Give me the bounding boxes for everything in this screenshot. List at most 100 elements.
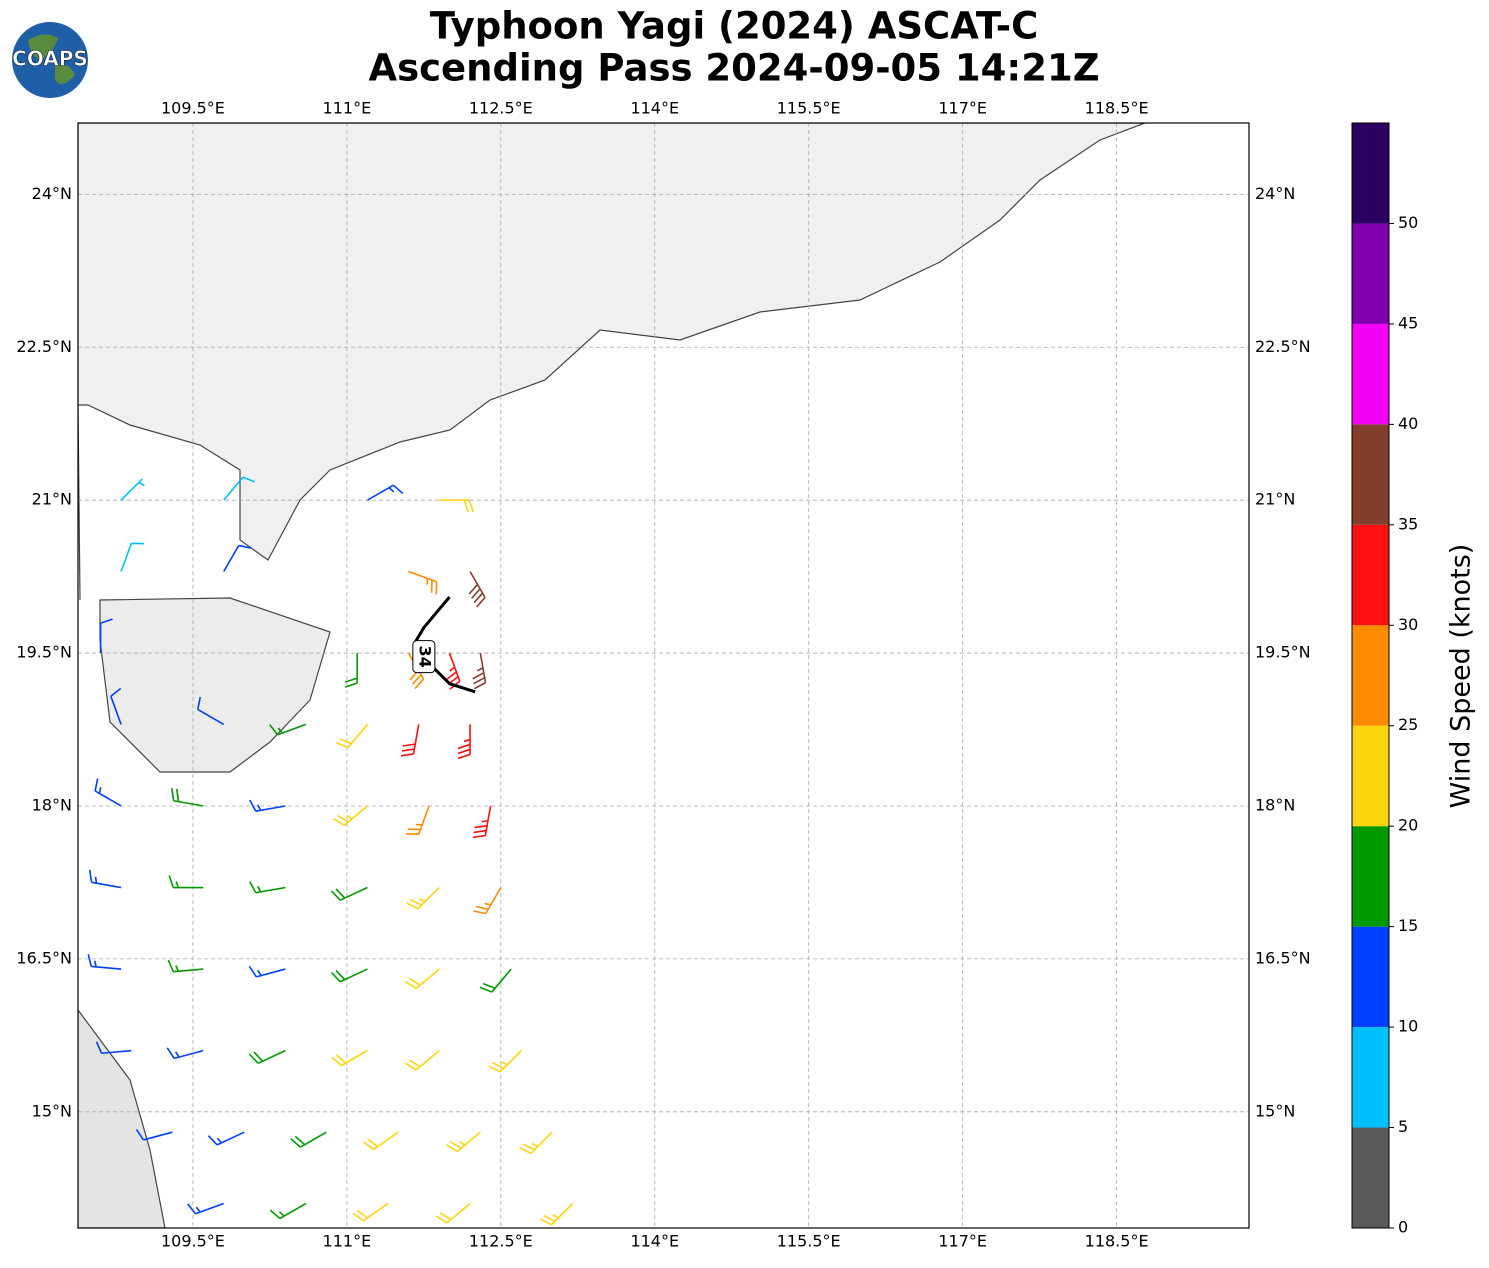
logo-land — [28, 34, 75, 84]
x-tick-label: 114°E — [630, 1232, 679, 1251]
wind-barb — [333, 805, 368, 826]
x-tick-label: 115.5°E — [777, 1232, 841, 1251]
colorbar-tick-label: 40 — [1398, 414, 1418, 433]
wind-barb — [248, 1049, 286, 1065]
colorbar-segment — [1352, 123, 1389, 224]
colorbar-segment — [1352, 1127, 1389, 1228]
wind-barb — [223, 476, 256, 501]
colorbar-segment — [1352, 424, 1389, 525]
colorbar-tick-label: 45 — [1398, 313, 1418, 332]
contour-label: 34 — [415, 646, 434, 668]
wind-barb — [435, 1202, 471, 1224]
logo-text: COAPS — [12, 47, 88, 71]
y-tick-label: 19.5°N — [16, 643, 72, 662]
colorbar-frame — [1351, 122, 1390, 1229]
wind-barb — [110, 687, 122, 725]
wind-barb — [362, 1131, 399, 1151]
x-tick-label: 114°E — [630, 99, 679, 118]
wind-barb — [406, 886, 440, 910]
x-tick-label: 111°E — [323, 1232, 372, 1251]
colorbar: 0 5 10 15 20 25 30 35 40 45 50 — [1351, 122, 1418, 1237]
wind-barb — [249, 799, 286, 812]
wind-barb — [405, 968, 440, 990]
contour-line — [412, 596, 451, 646]
wind-barb — [95, 1041, 132, 1055]
wind-barb — [135, 1128, 173, 1141]
wind-barb — [405, 1050, 440, 1071]
wind-barb — [367, 484, 404, 501]
wind-barb — [330, 886, 368, 901]
y-tick-label: 16.5°N — [1255, 948, 1311, 967]
x-tick-label: 109.5°E — [161, 1232, 225, 1251]
wind-barb — [120, 542, 145, 572]
wind-barb — [406, 805, 430, 835]
y-tick-label: 15°N — [32, 1101, 72, 1120]
wind-barb — [519, 1131, 553, 1155]
x-tick-label: 111°E — [323, 99, 372, 118]
colorbar-segment — [1352, 926, 1389, 1028]
wind-barb — [166, 1047, 204, 1060]
wind-barb — [330, 968, 368, 983]
x-tick-label: 118.5°E — [1085, 99, 1149, 118]
colorbar-segment — [1352, 625, 1389, 726]
colorbar-tick-label: 25 — [1398, 715, 1418, 734]
wind-barb — [248, 965, 286, 978]
colorbar-tick-label: 5 — [1398, 1117, 1408, 1136]
subtitle: Ascending Pass 2024-09-05 14:21Z — [368, 47, 1099, 90]
colorbar-tick-label: 35 — [1398, 514, 1418, 533]
y-tick-label: 24°N — [32, 184, 72, 203]
y-tick-label: 21°N — [32, 490, 72, 509]
wind-barb — [400, 724, 420, 757]
y-tick-label: 15°N — [1255, 1101, 1295, 1120]
wind-barb — [196, 696, 225, 726]
wind-barb — [87, 953, 122, 970]
x-tick-label: 112.5°E — [469, 99, 533, 118]
wind-barb — [479, 968, 512, 993]
wind-barb — [99, 618, 113, 654]
y-tick-label: 18°N — [1255, 795, 1295, 814]
wind-barb — [472, 805, 492, 839]
colorbar-segment — [1352, 223, 1389, 324]
wind-barb — [94, 778, 122, 807]
wind-barb — [344, 653, 358, 688]
y-tick-label: 16.5°N — [16, 948, 72, 967]
x-tick-label: 115.5°E — [777, 99, 841, 118]
colorbar-tick-label: 0 — [1398, 1218, 1408, 1237]
barbs — [87, 476, 574, 1226]
x-tick-label: 109.5°E — [161, 99, 225, 118]
wind-barb — [269, 723, 307, 736]
contour-line — [433, 667, 476, 694]
y-tick-label: 22.5°N — [16, 337, 72, 356]
x-tick-label: 117°E — [938, 99, 987, 118]
colorbar-tick-label: 20 — [1398, 816, 1418, 835]
y-tick-label: 18°N — [32, 795, 72, 814]
wind-barb — [468, 571, 486, 608]
wind-barb — [167, 959, 204, 973]
wind-barb — [336, 723, 369, 749]
map-base: 34 — [78, 123, 1249, 1228]
y-tick-label: 21°N — [1255, 490, 1295, 509]
colorbar-segment — [1352, 323, 1389, 425]
wind-barb — [269, 1202, 307, 1220]
ticks: 109.5°E 109.5°E 111°E 111°E 112.5°E 112.5°E 11… — [16, 99, 1310, 1251]
wind-barb — [207, 1131, 245, 1146]
colorbar-segment — [1352, 725, 1389, 827]
wind-barb — [408, 570, 438, 595]
wind-barb — [439, 499, 475, 513]
grid — [78, 123, 1249, 1228]
logo: COAPS — [12, 22, 88, 98]
contour: 34 — [412, 596, 476, 694]
x-tick-label: 118.5°E — [1085, 1232, 1149, 1251]
wind-barb — [446, 1131, 481, 1153]
wind-barb — [331, 1049, 368, 1067]
colorbar-segment — [1352, 1027, 1389, 1128]
wind-barb — [488, 1050, 522, 1073]
wind-barb — [120, 478, 145, 501]
land-vietnam — [78, 1008, 166, 1228]
y-tick-label: 24°N — [1255, 184, 1295, 203]
wind-barb — [168, 875, 204, 889]
land-china — [78, 123, 1146, 561]
title: Typhoon Yagi (2024) ASCAT-C — [430, 5, 1038, 48]
colorbar-segment — [1352, 524, 1389, 626]
